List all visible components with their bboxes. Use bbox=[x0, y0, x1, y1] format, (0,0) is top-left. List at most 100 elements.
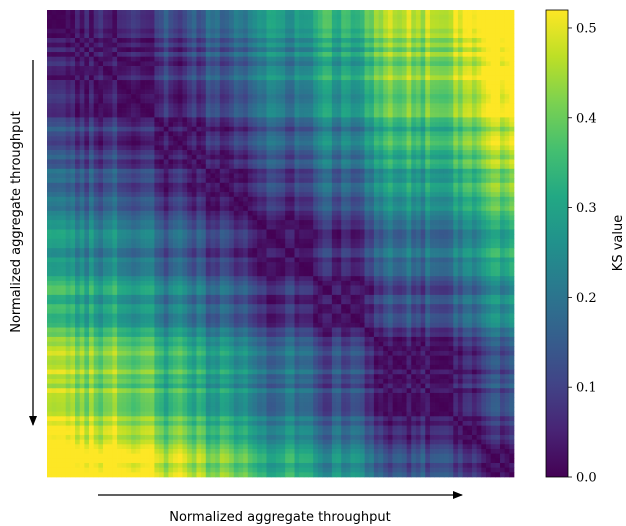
heatmap-cell bbox=[65, 84, 71, 90]
heatmap-cell bbox=[252, 145, 258, 151]
heatmap-cell bbox=[495, 108, 501, 114]
heatmap-cell bbox=[233, 145, 239, 151]
heatmap-cell bbox=[252, 70, 258, 76]
heatmap-cell bbox=[373, 10, 379, 16]
heatmap-cell bbox=[313, 47, 319, 53]
heatmap-cell bbox=[56, 28, 62, 34]
heatmap-cell bbox=[238, 136, 244, 142]
heatmap-cell bbox=[243, 10, 249, 16]
heatmap-cell bbox=[294, 210, 300, 216]
heatmap-cell bbox=[341, 108, 347, 114]
heatmap-cell bbox=[154, 206, 160, 212]
heatmap-cell bbox=[313, 19, 319, 25]
heatmap-cell bbox=[196, 52, 202, 58]
heatmap-cell bbox=[280, 201, 286, 207]
heatmap-cell bbox=[65, 112, 71, 118]
heatmap-cell bbox=[131, 28, 137, 34]
heatmap-cell bbox=[271, 159, 277, 165]
heatmap-cell bbox=[467, 201, 473, 207]
heatmap-cell bbox=[383, 154, 389, 160]
heatmap-cell bbox=[159, 14, 165, 20]
heatmap-cell bbox=[331, 66, 337, 72]
heatmap-cell bbox=[406, 164, 412, 170]
heatmap-cell bbox=[327, 136, 333, 142]
heatmap-cell bbox=[406, 10, 412, 16]
heatmap-cell bbox=[481, 136, 487, 142]
heatmap-cell bbox=[163, 173, 169, 179]
heatmap-cell bbox=[289, 126, 295, 132]
heatmap-cell bbox=[177, 28, 183, 34]
heatmap-cell bbox=[154, 145, 160, 151]
heatmap-cell bbox=[392, 136, 398, 142]
heatmap-cell bbox=[215, 234, 221, 240]
heatmap-cell bbox=[350, 154, 356, 160]
heatmap-cell bbox=[219, 210, 225, 216]
heatmap-cell bbox=[84, 19, 90, 25]
heatmap-cell bbox=[75, 103, 81, 109]
heatmap-cell bbox=[434, 84, 440, 90]
heatmap-cell bbox=[420, 159, 426, 165]
heatmap-cell bbox=[93, 84, 99, 90]
heatmap-cell bbox=[443, 47, 449, 53]
heatmap-cell bbox=[415, 52, 421, 58]
heatmap-cell bbox=[285, 47, 291, 53]
heatmap-cell bbox=[499, 103, 506, 109]
heatmap-cell bbox=[331, 117, 337, 123]
heatmap-cell bbox=[154, 136, 160, 142]
heatmap-cell bbox=[163, 196, 169, 202]
heatmap-cell bbox=[443, 178, 449, 184]
heatmap-cell bbox=[322, 234, 328, 240]
heatmap-cell bbox=[341, 28, 347, 34]
heatmap-cell bbox=[261, 10, 267, 16]
heatmap-cell bbox=[107, 28, 113, 34]
heatmap-cell bbox=[457, 98, 463, 104]
heatmap-cell bbox=[135, 136, 141, 142]
heatmap-cell bbox=[448, 66, 454, 72]
heatmap-cell bbox=[70, 159, 76, 165]
heatmap-cell bbox=[359, 187, 365, 193]
heatmap-cell bbox=[275, 229, 281, 235]
heatmap-cell bbox=[336, 70, 342, 76]
heatmap-cell bbox=[247, 201, 253, 207]
heatmap-cell bbox=[247, 56, 253, 62]
heatmap-cell bbox=[369, 145, 375, 151]
heatmap-cell bbox=[79, 173, 85, 179]
heatmap-cell bbox=[61, 136, 67, 142]
heatmap-cell bbox=[495, 154, 501, 160]
heatmap-cell bbox=[210, 126, 216, 132]
heatmap-cell bbox=[257, 10, 263, 16]
heatmap-cell bbox=[75, 56, 81, 62]
heatmap-cell bbox=[70, 33, 76, 39]
heatmap-cell bbox=[509, 187, 515, 193]
heatmap-cell bbox=[75, 187, 81, 193]
heatmap-cell bbox=[51, 187, 57, 193]
heatmap-cell bbox=[61, 108, 67, 114]
heatmap-cell bbox=[364, 201, 370, 207]
heatmap-cell bbox=[205, 229, 211, 235]
heatmap-cell bbox=[457, 70, 463, 76]
heatmap-cell bbox=[387, 192, 393, 198]
heatmap-cell bbox=[453, 52, 459, 58]
heatmap-cell bbox=[341, 80, 347, 86]
heatmap-cell bbox=[210, 220, 216, 226]
heatmap-cell bbox=[434, 238, 440, 244]
heatmap-cell bbox=[131, 201, 137, 207]
heatmap-cell bbox=[434, 52, 440, 58]
heatmap-cell bbox=[135, 80, 141, 86]
heatmap-cell bbox=[359, 182, 365, 188]
heatmap-cell bbox=[149, 234, 155, 240]
heatmap-cell bbox=[280, 70, 286, 76]
heatmap-cell bbox=[107, 206, 113, 212]
heatmap-cell bbox=[476, 112, 482, 118]
heatmap-cell bbox=[243, 140, 249, 146]
heatmap-cell bbox=[47, 103, 53, 109]
heatmap-cell bbox=[504, 159, 510, 165]
heatmap-cell bbox=[107, 98, 113, 104]
heatmap-cell bbox=[471, 173, 477, 179]
heatmap-cell bbox=[271, 168, 277, 174]
heatmap-cell bbox=[415, 98, 421, 104]
heatmap-cell bbox=[289, 10, 295, 16]
heatmap-cell bbox=[257, 70, 263, 76]
heatmap-cell bbox=[457, 182, 463, 188]
heatmap-cell bbox=[490, 19, 496, 25]
